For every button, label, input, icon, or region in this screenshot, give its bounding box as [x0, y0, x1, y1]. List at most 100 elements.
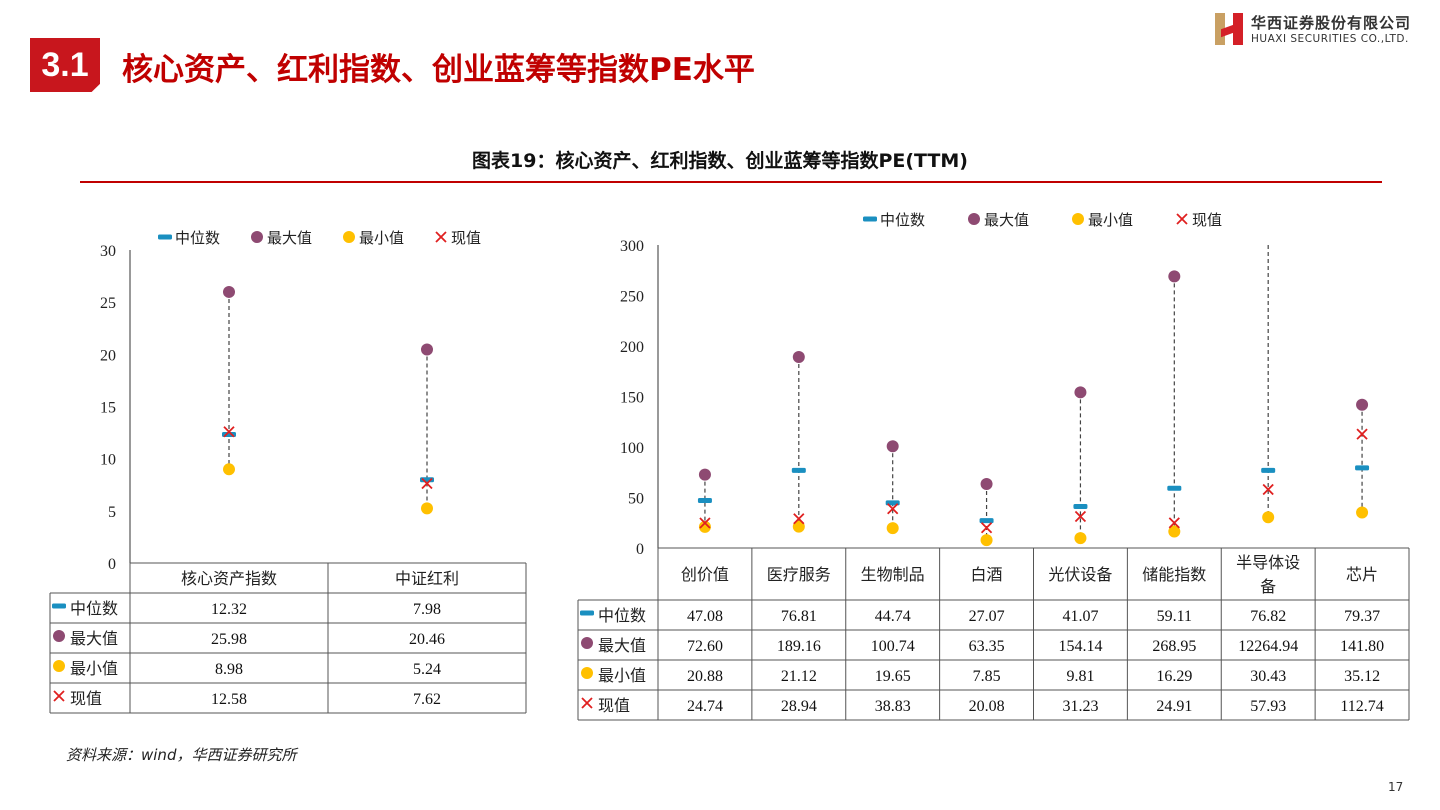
title-divider — [80, 181, 1382, 183]
data-label: 76.82 — [1250, 608, 1286, 625]
x-tick-label: 中证红利 — [395, 569, 459, 588]
table-legend-icon — [53, 690, 65, 702]
y-tick-label: 20 — [100, 347, 116, 364]
table-legend-icon — [52, 603, 66, 609]
point-min — [1168, 525, 1181, 538]
data-label: 154.14 — [1058, 638, 1102, 655]
data-label: 7.98 — [413, 601, 441, 618]
x-tick-label: 白酒 — [971, 565, 1003, 584]
point-current — [421, 477, 433, 490]
data-label: 20.46 — [409, 631, 445, 648]
y-tick-label: 10 — [100, 452, 116, 469]
table-legend-icon — [581, 637, 593, 649]
legend-label: 现值 — [1192, 211, 1222, 229]
point-min — [223, 463, 235, 476]
legend-marker-icon — [251, 231, 263, 243]
point-current — [1262, 483, 1274, 496]
source-note: 资料来源：wind，华西证券研究所 — [66, 746, 297, 764]
table-row-label: 现值 — [598, 696, 630, 715]
y-tick-label: 5 — [108, 504, 116, 521]
data-label: 19.65 — [875, 668, 911, 685]
point-current — [793, 513, 805, 525]
table-legend-icon — [53, 660, 65, 672]
table-row-label: 最小值 — [598, 666, 646, 685]
data-label: 27.07 — [969, 608, 1005, 625]
data-label: 16.29 — [1156, 668, 1192, 685]
point-max — [1168, 270, 1181, 283]
y-tick-label: 50 — [628, 491, 644, 508]
legend-marker-icon — [435, 231, 447, 243]
x-tick-label: 创价值 — [681, 565, 729, 584]
point-median — [697, 497, 712, 503]
legend-marker-icon — [343, 231, 355, 243]
data-label: 112.74 — [1340, 698, 1383, 715]
legend-label: 最大值 — [267, 229, 312, 247]
x-tick-label: 备 — [1260, 577, 1276, 596]
legend-label: 现值 — [451, 229, 481, 247]
data-label: 20.88 — [687, 668, 723, 685]
point-min — [1262, 511, 1275, 524]
data-label: 35.12 — [1344, 668, 1380, 685]
point-max — [980, 478, 993, 491]
y-tick-label: 250 — [620, 289, 644, 306]
data-label: 31.23 — [1062, 698, 1098, 715]
point-median — [791, 467, 806, 473]
page-number: 17 — [1388, 780, 1404, 794]
data-label: 79.37 — [1344, 608, 1380, 625]
legend-label: 最小值 — [1088, 211, 1133, 229]
point-max — [223, 285, 235, 298]
point-max — [886, 440, 899, 453]
point-current — [1356, 428, 1368, 440]
data-label: 44.74 — [875, 608, 911, 625]
y-tick-label: 200 — [620, 339, 644, 356]
point-max — [1356, 398, 1369, 411]
data-label: 189.16 — [777, 638, 821, 655]
data-label: 47.08 — [687, 608, 723, 625]
data-label: 268.95 — [1152, 638, 1196, 655]
table-row-label: 最大值 — [70, 629, 118, 648]
data-label: 28.94 — [781, 698, 817, 715]
legend-marker-icon — [1176, 213, 1188, 225]
y-tick-label: 0 — [108, 556, 116, 573]
point-min — [698, 520, 711, 533]
point-median — [1355, 465, 1370, 471]
legend-label: 最大值 — [984, 211, 1029, 229]
data-label: 12.58 — [211, 691, 247, 708]
point-max — [421, 343, 433, 356]
point-min — [886, 522, 899, 535]
chart-title: 图表19：核心资产、红利指数、创业蓝筹等指数PE(TTM) — [472, 150, 968, 172]
point-min — [421, 502, 433, 515]
point-median — [1261, 467, 1276, 473]
data-label: 12.32 — [211, 601, 247, 618]
point-max — [698, 468, 711, 481]
data-label: 8.98 — [215, 661, 243, 678]
legend-label: 中位数 — [880, 211, 925, 229]
table-legend-icon — [581, 667, 593, 679]
data-label: 57.93 — [1250, 698, 1286, 715]
legend-marker-icon — [968, 213, 980, 225]
legend-marker-icon — [1072, 213, 1084, 225]
data-label: 59.11 — [1157, 608, 1192, 625]
data-label: 12264.94 — [1238, 638, 1298, 655]
logo-mark-icon — [1215, 12, 1245, 45]
x-tick-label: 储能指数 — [1142, 565, 1206, 584]
point-median — [979, 518, 994, 524]
data-label: 9.81 — [1066, 668, 1094, 685]
table-row-label: 最小值 — [70, 659, 118, 678]
legend-label: 中位数 — [175, 229, 220, 247]
y-tick-label: 0 — [636, 541, 644, 558]
data-label: 76.81 — [781, 608, 817, 625]
logo-en: HUAXI SECURITIES CO.,LTD. — [1251, 33, 1409, 45]
table-legend-icon — [53, 630, 65, 642]
point-current — [887, 503, 899, 515]
logo-cn: 华西证券股份有限公司 — [1251, 14, 1412, 32]
point-max — [792, 350, 805, 363]
point-min — [1356, 506, 1369, 519]
data-label: 7.62 — [413, 691, 441, 708]
point-current — [699, 517, 711, 529]
data-label: 30.43 — [1250, 668, 1286, 685]
point-median — [1167, 485, 1182, 491]
x-tick-label: 核心资产指数 — [181, 569, 277, 588]
x-tick-label: 光伏设备 — [1048, 565, 1112, 584]
page-title: 核心资产、红利指数、创业蓝筹等指数PE水平 — [122, 52, 755, 88]
